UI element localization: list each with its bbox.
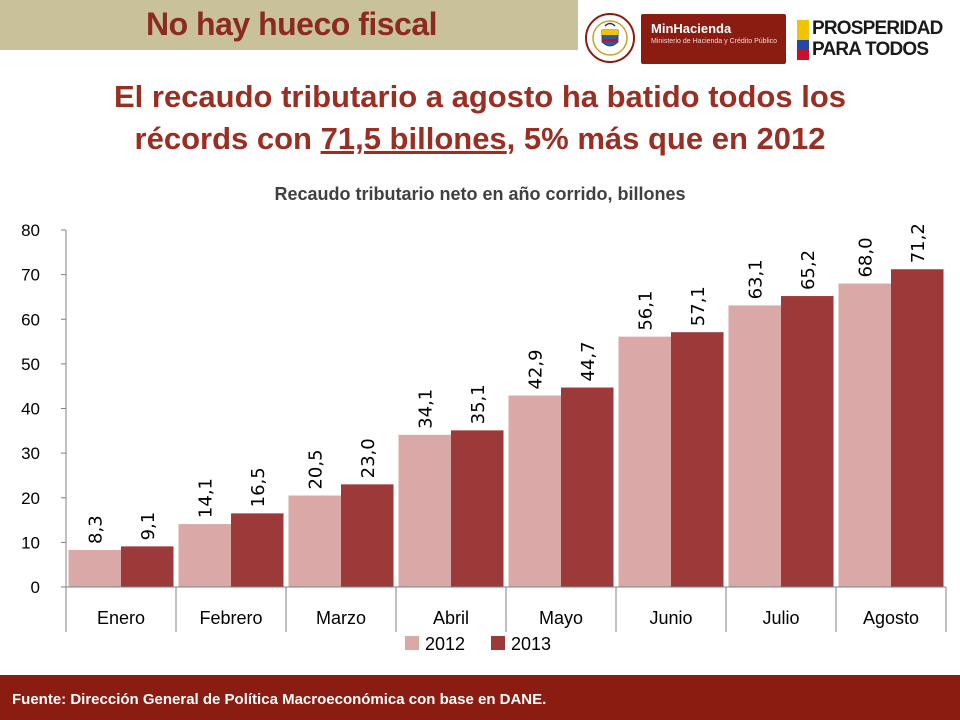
data-label: 56,1 (636, 291, 657, 331)
x-tick-label: Agosto (863, 608, 919, 628)
data-label: 68,0 (856, 237, 877, 277)
bar-2012 (288, 495, 341, 587)
bar-2012 (838, 283, 891, 587)
legend-swatch-2012 (405, 636, 419, 650)
y-tick-label: 60 (21, 310, 40, 329)
y-tick-label: 30 (21, 444, 40, 463)
prosperidad-logo: PROSPERIDAD PARA TODOS (797, 18, 952, 64)
data-label: 71,2 (908, 223, 929, 263)
bar-2012 (68, 549, 121, 587)
x-tick-label: Febrero (199, 608, 262, 628)
bar-2013 (561, 387, 614, 587)
bar-chart: 0 10 20 30 40 50 60 70 80 8,3 9,1 Enero 14,1 16,5 Febr… (21, 221, 947, 654)
x-tick-label: Enero (97, 608, 145, 628)
source-note: Fuente: Dirección General de Política Ma… (12, 691, 547, 708)
legend-swatch-2013 (491, 636, 505, 650)
colombia-seal-logo (585, 12, 635, 64)
headline-line-1: El recaudo tributario a agosto ha batido… (113, 79, 846, 114)
legend-label-2013: 2013 (511, 634, 551, 654)
data-label: 35,1 (468, 384, 489, 424)
data-label: 9,1 (138, 512, 159, 541)
y-tick-label: 80 (21, 221, 40, 240)
y-tick-label: 0 (31, 578, 40, 597)
headline-line-2-start: récords con (134, 121, 321, 156)
headline-line-2-end: , 5% más que en 2012 (506, 121, 826, 156)
y-tick-label: 50 (21, 355, 40, 374)
bar-2013 (891, 269, 944, 587)
bar-2013 (451, 430, 504, 587)
prosperity-line-1: PROSPERIDAD (812, 18, 943, 39)
data-label: 42,9 (526, 349, 547, 389)
x-tick-label: Marzo (316, 608, 366, 628)
bar-2013 (231, 513, 284, 587)
headline-line-2: récords con 71,5 billones, 5% más que en… (0, 118, 960, 160)
y-tick-label: 40 (21, 400, 40, 419)
bar-2013 (121, 546, 174, 587)
bar-2012 (178, 524, 231, 587)
chart-title: Recaudo tributario neto en año corrido, … (274, 184, 686, 204)
y-tick-label: 70 (21, 266, 40, 285)
bar-2012 (618, 336, 671, 587)
headline: El recaudo tributario a agosto ha batido… (0, 76, 960, 160)
ministry-name: MinHacienda (651, 21, 732, 36)
data-label: 57,1 (688, 286, 709, 326)
x-tick-label: Abril (433, 608, 469, 628)
bar-2012 (508, 395, 561, 587)
legend-label-2012: 2012 (425, 634, 465, 654)
data-label: 20,5 (306, 449, 327, 489)
bar-2013 (671, 332, 724, 587)
data-label: 8,3 (86, 515, 107, 544)
x-tick-label: Junio (649, 608, 692, 628)
colombia-flag-icon (797, 20, 809, 60)
title-tab: No hay hueco fiscal (0, 0, 578, 50)
data-label: 16,5 (248, 467, 269, 507)
bar-2013 (341, 484, 394, 587)
slide-title: No hay hueco fiscal (146, 6, 438, 42)
data-label: 44,7 (578, 341, 599, 381)
data-label: 65,2 (798, 250, 819, 290)
prosperity-line-2: PARA TODOS (812, 39, 929, 60)
headline-highlight: 71,5 billones (320, 121, 507, 156)
x-tick-label: Mayo (539, 608, 583, 628)
data-label: 23,0 (358, 438, 379, 478)
data-label: 63,1 (746, 259, 767, 299)
bar-2012 (728, 305, 781, 587)
ministry-subtitle: Ministerio de Hacienda y Crédito Público (651, 38, 778, 45)
data-label: 14,1 (196, 478, 217, 518)
data-label: 34,1 (416, 389, 437, 429)
bar-2012 (398, 434, 451, 587)
bar-2013 (781, 296, 834, 587)
footer-bar: Fuente: Dirección General de Política Ma… (0, 675, 960, 720)
minhacienda-logo: MinHacienda Ministerio de Hacienda y Cré… (641, 14, 786, 64)
y-tick-label: 20 (21, 489, 40, 508)
x-tick-label: Julio (762, 608, 799, 628)
y-tick-label: 10 (21, 533, 40, 552)
